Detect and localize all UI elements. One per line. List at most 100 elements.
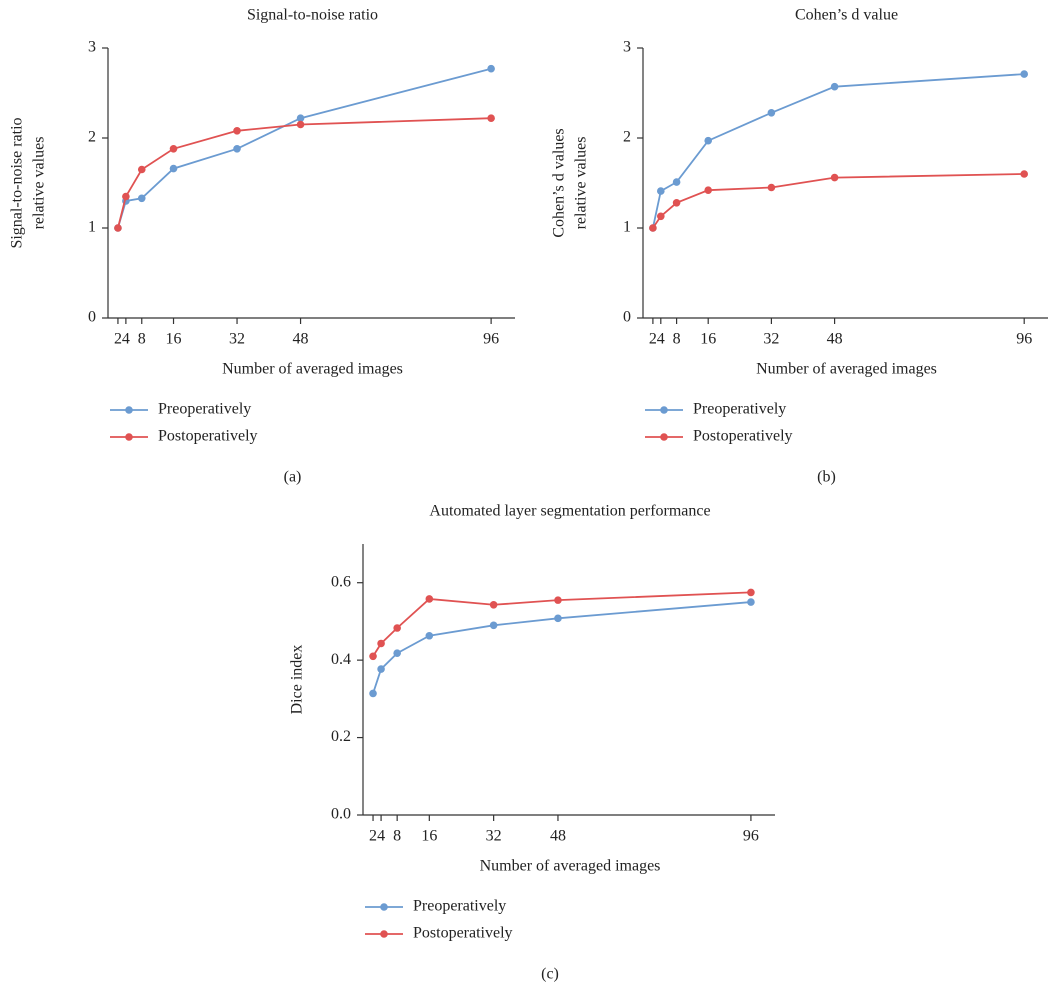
y-tick-label: 1 <box>623 219 631 236</box>
legend-label: Preoperatively <box>158 401 251 418</box>
y-tick-label: 0.2 <box>331 728 351 745</box>
data-point <box>489 600 498 609</box>
x-tick-label: 2 <box>649 331 657 348</box>
data-point <box>672 199 681 207</box>
y-tick-label: 3 <box>623 39 631 56</box>
data-point <box>1020 170 1028 178</box>
y-tick-label: 3 <box>88 39 96 56</box>
data-point <box>425 631 434 640</box>
x-tick-label: 32 <box>229 331 245 348</box>
x-tick-label: 96 <box>1016 331 1032 348</box>
x-axis-label: Number of averaged images <box>756 361 937 378</box>
x-axis-label: Number of averaged images <box>480 858 661 875</box>
y-tick-label: 0.4 <box>331 651 351 668</box>
data-point <box>747 588 755 597</box>
series-line <box>652 73 1025 229</box>
x-tick-label: 8 <box>138 331 146 348</box>
data-point <box>487 64 495 73</box>
data-point <box>767 183 776 192</box>
data-point <box>122 192 130 201</box>
data-point <box>657 212 665 221</box>
data-point <box>233 145 241 153</box>
data-point <box>137 194 146 203</box>
y-tick-label: 0 <box>623 309 631 326</box>
series-line <box>652 173 1025 229</box>
x-tick-label: 4 <box>122 331 130 348</box>
data-point <box>487 114 495 122</box>
y-tick-label: 0.6 <box>331 573 351 590</box>
x-tick-label: 48 <box>550 828 566 845</box>
data-point <box>169 164 178 173</box>
legend-dot <box>125 433 133 441</box>
data-point <box>369 652 377 661</box>
data-point <box>377 665 385 673</box>
data-point <box>649 224 657 232</box>
x-tick-label: 8 <box>393 828 401 845</box>
x-tick-label: 32 <box>486 828 502 845</box>
x-axis-label: Number of averaged images <box>222 361 403 378</box>
x-tick-label: 96 <box>483 331 499 348</box>
panel-label: (c) <box>541 966 559 983</box>
series-line <box>117 117 492 229</box>
y-axis-label: Cohen’s d values <box>551 128 568 237</box>
y-tick-label: 1 <box>88 219 96 236</box>
data-point <box>554 596 562 604</box>
x-tick-label: 4 <box>377 828 385 845</box>
panel-label: (a) <box>284 469 302 486</box>
y-axis-label: Signal-to-noise ratio <box>9 117 26 248</box>
data-point <box>137 165 146 174</box>
x-tick-label: 2 <box>114 331 122 348</box>
x-tick-label: 96 <box>743 828 759 845</box>
data-point <box>704 136 712 145</box>
legend-label: Postoperatively <box>413 925 513 942</box>
data-point <box>425 595 434 603</box>
legend-dot <box>380 930 388 938</box>
y-tick-label: 2 <box>623 129 631 146</box>
data-point <box>489 621 498 630</box>
data-point <box>296 114 305 122</box>
x-tick-label: 4 <box>657 331 665 348</box>
x-tick-label: 2 <box>369 828 377 845</box>
x-tick-label: 8 <box>673 331 681 348</box>
data-point <box>830 82 839 91</box>
y-axis-label: relative values <box>573 137 590 230</box>
data-point <box>1020 70 1028 78</box>
y-tick-label: 2 <box>88 129 96 146</box>
legend-label: Preoperatively <box>413 898 506 915</box>
x-tick-label: 16 <box>700 331 716 348</box>
chart-title: Cohen’s d value <box>795 7 898 24</box>
data-point <box>672 178 681 186</box>
data-point <box>393 649 401 657</box>
x-tick-label: 48 <box>827 331 843 348</box>
y-tick-label: 0.0 <box>331 806 351 823</box>
legend-dot <box>380 903 388 911</box>
x-tick-label: 48 <box>293 331 309 348</box>
data-point <box>830 173 839 182</box>
x-tick-label: 32 <box>763 331 779 348</box>
panel-label: (b) <box>817 469 836 486</box>
legend-label: Postoperatively <box>158 428 258 445</box>
data-point <box>393 624 401 632</box>
data-point <box>369 689 377 698</box>
y-axis-label: relative values <box>31 137 48 230</box>
legend-dot <box>660 433 668 441</box>
legend-dot <box>660 406 668 414</box>
y-axis-label: Dice index <box>289 645 306 715</box>
data-point <box>767 109 776 117</box>
chart-title: Signal-to-noise ratio <box>247 7 378 24</box>
x-tick-label: 16 <box>421 828 437 845</box>
data-point <box>233 127 241 135</box>
data-point <box>377 639 385 648</box>
legend-dot <box>125 406 133 414</box>
data-point <box>114 224 122 232</box>
chart-title: Automated layer segmentation performance <box>429 503 710 520</box>
x-tick-label: 16 <box>166 331 182 348</box>
legend-label: Postoperatively <box>693 428 793 445</box>
data-point <box>747 598 755 606</box>
data-point <box>554 614 562 623</box>
data-point <box>169 145 178 153</box>
data-point <box>296 120 305 129</box>
legend-label: Preoperatively <box>693 401 786 418</box>
data-point <box>704 186 712 194</box>
